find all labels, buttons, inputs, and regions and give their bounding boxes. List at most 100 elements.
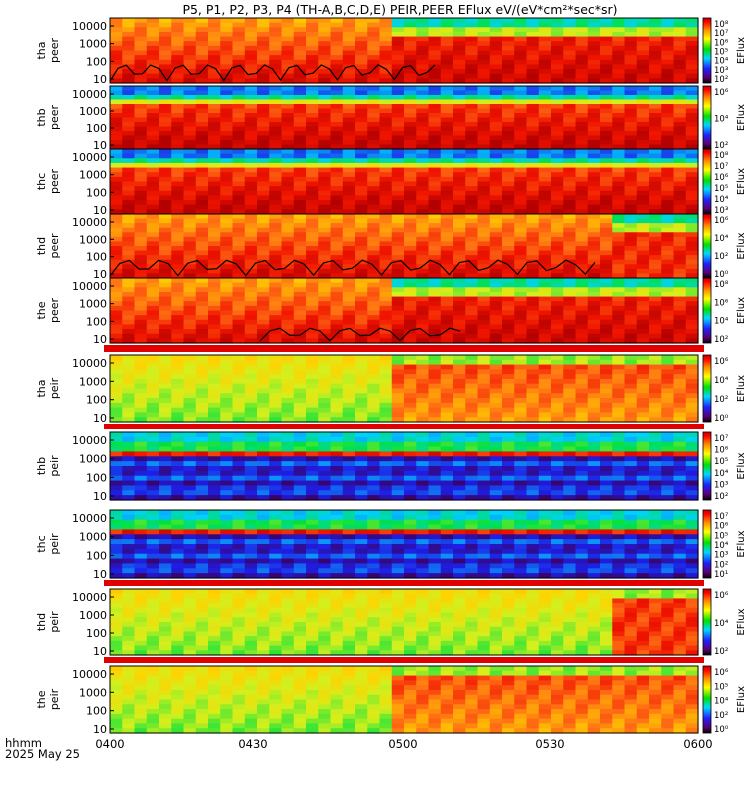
spectrogram-cell: [281, 250, 295, 256]
spectrogram-cell: [379, 50, 393, 56]
spectrogram-cell: [465, 310, 479, 316]
spectrogram-cell: [600, 374, 613, 380]
spectrogram-cell: [538, 441, 552, 448]
spectrogram-cell: [514, 218, 528, 224]
spectrogram-cell: [232, 402, 246, 409]
spectrogram-cell: [453, 223, 466, 229]
spectrogram-cell: [379, 99, 393, 105]
spectrogram-cell: [355, 190, 368, 197]
spectrogram-cell: [428, 227, 442, 233]
spectrogram-cell: [649, 41, 662, 47]
spectrogram-cell: [673, 519, 687, 526]
spectrogram-cell: [661, 393, 675, 399]
spectrogram-cell: [330, 402, 344, 409]
spectrogram-cell: [318, 301, 332, 307]
spectrogram-cell: [612, 200, 626, 206]
spectrogram-cell: [502, 36, 515, 42]
spectrogram-cell: [306, 485, 319, 491]
spectrogram-cell: [440, 31, 454, 38]
spectrogram-cell: [208, 172, 221, 178]
spectrogram-cell: [391, 186, 405, 192]
spectrogram-cell: [269, 466, 283, 472]
spectrogram-cell: [244, 436, 258, 443]
spectrogram-cell: [391, 475, 405, 482]
spectrogram-cell: [538, 264, 552, 270]
spectrogram-cell: [306, 510, 319, 516]
spectrogram-cell: [404, 176, 417, 183]
spectrogram-cell: [551, 162, 564, 169]
spectrogram-cell: [110, 158, 123, 164]
spectrogram-cell: [159, 291, 172, 298]
spectrogram-cell: [600, 227, 613, 233]
spectrogram-cell: [208, 393, 221, 399]
spectrogram-cell: [110, 407, 123, 414]
spectrogram-cell: [502, 41, 515, 47]
spectrogram-cell: [685, 181, 699, 187]
spectrogram-cell: [440, 181, 454, 187]
spectrogram-cell: [477, 241, 491, 247]
spectrogram-cell: [685, 27, 699, 33]
spectrogram-cell: [244, 364, 258, 370]
spectrogram-cell: [673, 264, 687, 270]
spectrogram-cell: [428, 162, 442, 169]
spectrogram-cell: [171, 393, 185, 399]
ytick-label: 100: [86, 186, 107, 199]
spectrogram-cell: [624, 45, 638, 52]
spectrogram-cell: [636, 369, 650, 375]
spectrogram-cell: [661, 131, 675, 137]
spectrogram-cell: [587, 402, 601, 409]
spectrogram-cell: [355, 364, 368, 370]
spectrogram-cell: [134, 495, 148, 501]
spectrogram-cell: [575, 117, 589, 123]
spectrogram-cell: [416, 131, 430, 137]
spectrogram-cell: [330, 510, 344, 516]
panel-frame: [109, 431, 699, 501]
spectrogram-cell: [355, 451, 368, 457]
spectrogram-cell: [514, 117, 528, 123]
spectrogram-cell: [355, 108, 368, 114]
spectrogram-cell: [122, 190, 136, 197]
spectrogram-cell: [293, 31, 307, 38]
spectrogram-cell: [514, 86, 528, 92]
spectrogram-cell: [563, 64, 577, 70]
spectrogram-cell: [379, 55, 393, 61]
spectrogram-cell: [416, 278, 430, 284]
spectrogram-cell: [673, 227, 687, 233]
spectrogram-cell: [661, 140, 675, 146]
spectrogram-cell: [306, 22, 319, 28]
spectrogram-cell: [220, 214, 234, 220]
spectrogram-cell: [110, 510, 123, 516]
spectrogram-cell: [551, 319, 564, 326]
spectrogram-cell: [404, 31, 417, 38]
spectrogram-cell: [171, 436, 185, 443]
spectrogram-cell: [489, 250, 503, 256]
spectrogram-cell: [404, 90, 417, 96]
spectrogram-cell: [514, 369, 528, 375]
spectrogram-cell: [685, 495, 699, 501]
spectrogram-cell: [159, 50, 172, 56]
spectrogram-cell: [195, 388, 209, 394]
spectrogram-cell: [355, 374, 368, 380]
spectrogram-cell: [673, 140, 687, 146]
spectrogram-cell: [110, 524, 123, 531]
spectrogram-cell: [649, 227, 662, 233]
spectrogram-cell: [440, 59, 454, 66]
spectrogram-cell: [526, 50, 540, 56]
spectrogram-cell: [146, 301, 160, 307]
spectrogram-cell: [649, 324, 662, 330]
spectrogram-cell: [465, 246, 479, 252]
spectrogram-cell: [453, 209, 466, 215]
spectrogram-cell: [563, 186, 577, 192]
spectrogram-cell: [440, 50, 454, 56]
spectrogram-cell: [367, 149, 381, 155]
spectrogram-cell: [171, 259, 185, 265]
spectrogram-cell: [612, 172, 626, 178]
spectrogram-cell: [318, 99, 332, 105]
spectrogram-cell: [391, 355, 405, 361]
spectrogram-cell: [220, 291, 234, 298]
spectrogram-cell: [355, 510, 368, 516]
spectrogram-cell: [575, 305, 589, 312]
spectrogram-cell: [208, 315, 221, 321]
spectrogram-cell: [306, 86, 319, 92]
spectrogram-cell: [208, 296, 221, 302]
